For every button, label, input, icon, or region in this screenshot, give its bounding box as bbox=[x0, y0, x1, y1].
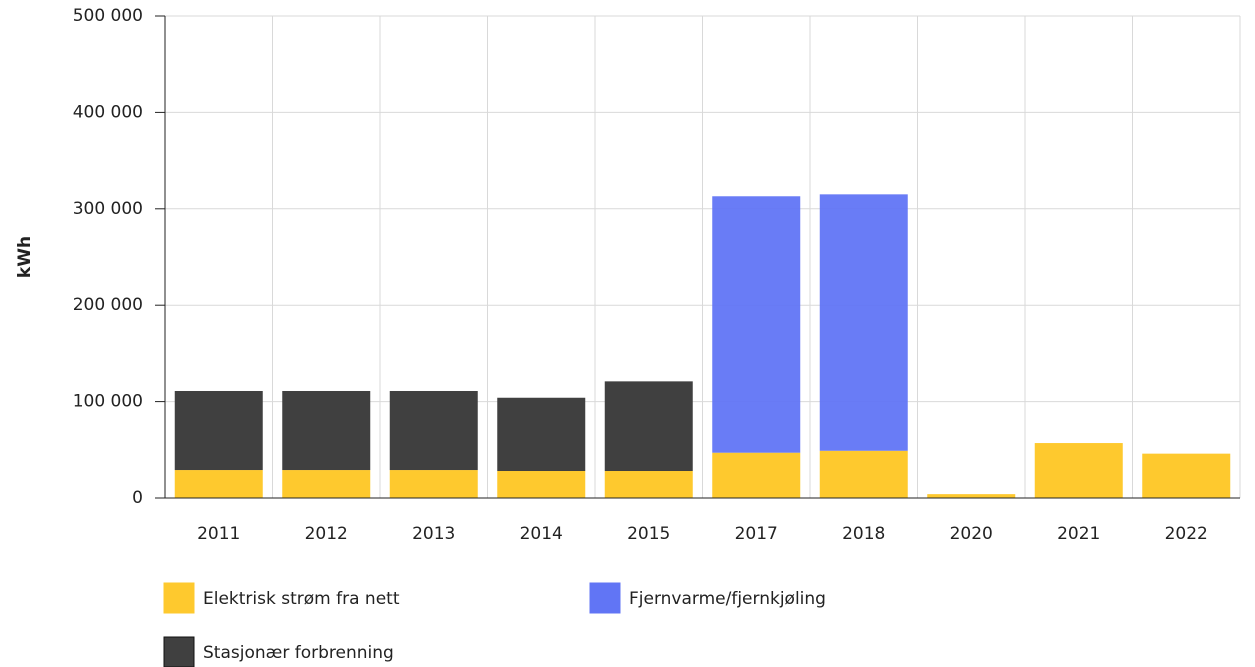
bar-segment bbox=[174, 470, 263, 498]
x-tick-label: 2012 bbox=[305, 524, 348, 544]
bar-segment bbox=[389, 390, 478, 471]
x-tick-label: 2020 bbox=[950, 524, 993, 544]
bar-segment bbox=[712, 196, 801, 453]
bar-segment bbox=[174, 390, 263, 471]
x-tick-label: 2022 bbox=[1165, 524, 1208, 544]
bar-segment bbox=[712, 452, 801, 498]
y-tick-label: 0 bbox=[132, 488, 143, 508]
bar-segment bbox=[1142, 453, 1231, 498]
x-tick-label: 2017 bbox=[735, 524, 778, 544]
bar-segment bbox=[497, 471, 586, 498]
y-axis-label: kWh bbox=[15, 236, 35, 278]
bar-segment bbox=[1034, 443, 1123, 498]
bar-segment bbox=[389, 470, 478, 498]
y-tick-label: 400 000 bbox=[73, 102, 143, 122]
x-tick-label: 2011 bbox=[197, 524, 240, 544]
bar-segment bbox=[604, 381, 693, 472]
legend-swatch bbox=[589, 582, 621, 614]
bar-segment bbox=[927, 494, 1016, 498]
x-tick-label: 2013 bbox=[412, 524, 455, 544]
legend-swatch bbox=[163, 582, 195, 614]
bar-segment bbox=[819, 450, 908, 498]
y-tick-label: 500 000 bbox=[73, 6, 143, 26]
legend-label: Elektrisk strøm fra nett bbox=[203, 589, 400, 609]
y-tick-label: 200 000 bbox=[73, 295, 143, 315]
legend-label: Stasjonær forbrenning bbox=[203, 643, 394, 663]
bar-segment bbox=[604, 471, 693, 498]
x-tick-label: 2015 bbox=[627, 524, 670, 544]
y-tick-label: 300 000 bbox=[73, 199, 143, 219]
x-tick-label: 2021 bbox=[1057, 524, 1100, 544]
bar-segment bbox=[282, 470, 371, 498]
bar-segment bbox=[819, 194, 908, 451]
bar-segment bbox=[497, 397, 586, 472]
y-tick-label: 100 000 bbox=[73, 392, 143, 412]
x-tick-label: 2018 bbox=[842, 524, 885, 544]
legend-label: Fjernvarme/fjernkjøling bbox=[629, 589, 826, 609]
x-tick-label: 2014 bbox=[520, 524, 563, 544]
legend-swatch bbox=[163, 636, 195, 667]
bar-segment bbox=[282, 390, 371, 471]
